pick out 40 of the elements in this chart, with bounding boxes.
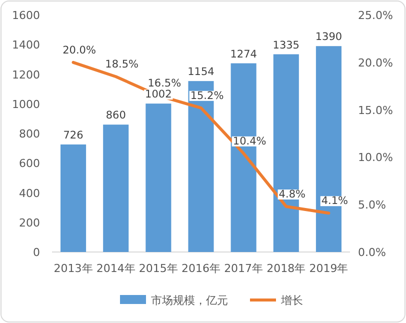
- x-tick-label: 2015年: [138, 262, 178, 275]
- data-label: 20.0%: [62, 44, 96, 56]
- x-tick-label: 2014年: [96, 262, 136, 275]
- y2-tick-label: 20.0%: [358, 56, 393, 70]
- legend-label: 市场规模，亿元: [151, 294, 228, 307]
- data-label: 15.2%: [190, 90, 224, 102]
- data-label: 1390: [315, 31, 342, 44]
- bar: [146, 104, 172, 252]
- data-label: 1274: [230, 48, 258, 60]
- data-label: 16.5%: [148, 78, 182, 90]
- y2-tick-label: 5.0%: [358, 198, 386, 212]
- y-tick-label: 1400: [12, 38, 40, 52]
- data-label: 1335: [272, 39, 300, 52]
- x-tick-label: 2018年: [266, 262, 306, 275]
- data-label: 4.1%: [321, 195, 348, 208]
- y2-tick-label: 0.0%: [358, 246, 386, 259]
- y-tick-label: 1200: [12, 68, 40, 82]
- y-tick-label: 200: [19, 216, 40, 230]
- y-tick-label: 1600: [12, 9, 40, 22]
- y-tick-label: 0: [33, 246, 40, 259]
- y-tick-label: 400: [19, 186, 40, 200]
- x-tick-label: 2019年: [309, 262, 348, 275]
- x-tick-label: 2017年: [224, 262, 264, 275]
- y-tick-label: 1000: [12, 98, 40, 111]
- data-label: 4.8%: [278, 188, 306, 200]
- bar: [103, 124, 129, 252]
- y2-tick-label: 10.0%: [358, 151, 393, 164]
- data-label: 726: [63, 129, 84, 142]
- legend-label: 增长: [280, 294, 303, 307]
- data-label: 10.4%: [232, 135, 266, 148]
- y-tick-label: 800: [19, 128, 40, 140]
- data-label: 18.5%: [105, 58, 139, 71]
- data-label: 1154: [188, 66, 215, 78]
- y2-tick-label: 15.0%: [358, 104, 393, 117]
- data-label: 860: [106, 110, 126, 122]
- bar: [60, 144, 86, 252]
- x-tick-label: 2016年: [182, 262, 220, 275]
- y2-tick-label: 25.0%: [358, 9, 393, 22]
- x-tick-label: 2013年: [54, 262, 93, 275]
- y-tick-label: 600: [19, 157, 40, 170]
